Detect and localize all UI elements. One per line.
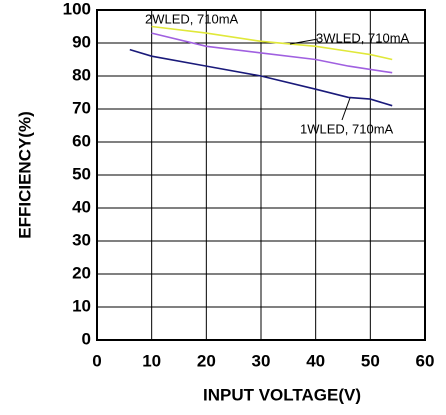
series-label: 1WLED, 710mA xyxy=(300,121,394,136)
x-axis-title: INPUT VOLTAGE(V) xyxy=(203,385,361,404)
x-tick-label: 0 xyxy=(92,351,101,370)
y-tick-label: 40 xyxy=(72,197,91,216)
y-tick-label: 10 xyxy=(72,296,91,315)
y-tick-label: 80 xyxy=(72,65,91,84)
series-line xyxy=(129,48,393,107)
x-tick-label: 30 xyxy=(252,351,271,370)
y-tick-label: 20 xyxy=(72,263,91,282)
series-line xyxy=(151,25,393,61)
y-tick-label: 50 xyxy=(72,164,91,183)
leader-line xyxy=(289,38,319,45)
y-tick-label: 90 xyxy=(72,32,91,51)
x-tick-label: 50 xyxy=(361,351,380,370)
series-label: 2WLED, 710mA xyxy=(145,11,239,26)
y-tick-label: 0 xyxy=(82,329,91,348)
series-line xyxy=(151,32,393,74)
x-tick-label: 40 xyxy=(306,351,325,370)
x-tick-label: 60 xyxy=(416,351,435,370)
series-label: 3WLED, 710mA xyxy=(316,30,410,45)
y-axis-title: EFFICIENCY(%) xyxy=(15,111,34,239)
y-tick-label: 70 xyxy=(72,98,91,117)
y-tick-label: 100 xyxy=(63,0,91,18)
y-tick-label: 60 xyxy=(72,131,91,150)
leader-line xyxy=(341,97,351,121)
x-tick-label: 20 xyxy=(197,351,216,370)
y-tick-label: 30 xyxy=(72,230,91,249)
x-tick-label: 10 xyxy=(142,351,161,370)
